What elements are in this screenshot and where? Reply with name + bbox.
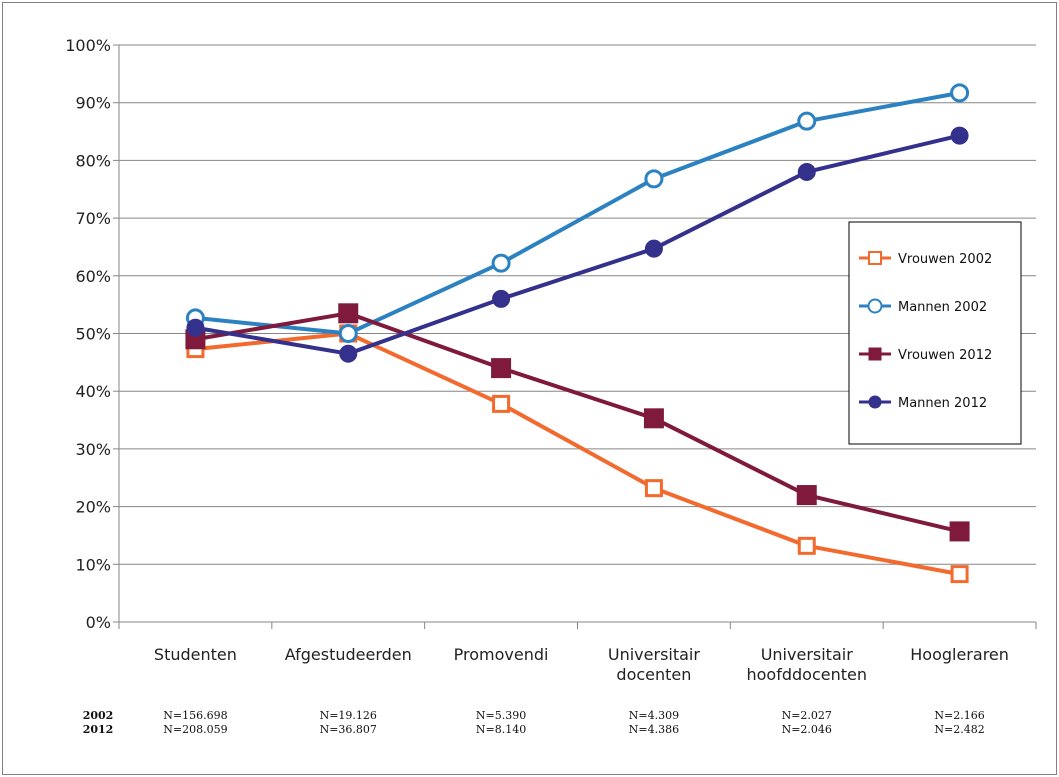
legend-marker	[867, 298, 883, 314]
legend-label: Mannen 2002	[898, 300, 987, 315]
marker-mannen-2002	[338, 324, 358, 343]
n-table-value: N=208.059	[163, 723, 227, 736]
legend-item: Vrouwen 2012	[859, 347, 992, 363]
marker-vrouwen-2002	[797, 536, 816, 555]
n-table: 2002 N=156.698 N=19.126 N=5.390 N=4.309 N=2.0…	[83, 709, 985, 736]
legend-label: Vrouwen 2002	[898, 252, 992, 267]
n-table-value: N=156.698	[163, 709, 227, 722]
marker-mannen-2012	[339, 344, 358, 363]
x-category-label: Universitair hoofddocenten	[747, 645, 868, 684]
y-tick-label: 80%	[75, 151, 111, 170]
marker-mannen-2002	[491, 253, 511, 273]
x-axis-categories: Studenten Afgestudeerden Promovendi Univers…	[154, 645, 1009, 684]
x-category-label: Studenten	[154, 645, 237, 664]
marker-vrouwen-2002	[492, 394, 511, 413]
marker-mannen-2012	[186, 318, 205, 337]
n-table-year: 2002	[83, 709, 114, 722]
marker-mannen-2012	[797, 162, 816, 181]
n-table-value: N=2.027	[782, 709, 832, 722]
series-mannen-2002	[185, 83, 970, 343]
series-line-vrouwen-2012	[195, 311, 961, 534]
series-line-mannen-2012	[195, 133, 961, 356]
y-tick-label: 10%	[75, 555, 111, 574]
y-axis-ticks: 0% 10% 20% 30% 40% 50% 60% 70% 80% 90% 100%	[65, 36, 119, 632]
marker-vrouwen-2012	[338, 303, 359, 324]
marker-mannen-2012	[950, 126, 969, 145]
y-tick-label: 20%	[75, 498, 111, 517]
y-tick-label: 90%	[75, 94, 111, 113]
y-tick-label: 70%	[75, 209, 111, 228]
legend-item: Vrouwen 2002	[859, 251, 992, 267]
axes	[118, 45, 1037, 629]
marker-vrouwen-2012	[491, 358, 512, 379]
n-table-value: N=8.140	[476, 723, 526, 736]
legend-marker	[868, 395, 882, 409]
y-tick-label: 60%	[75, 267, 111, 286]
y-tick-label: 100%	[65, 36, 111, 55]
n-table-value: N=4.309	[629, 709, 679, 722]
marker-vrouwen-2002	[950, 565, 969, 584]
marker-vrouwen-2002	[644, 479, 663, 498]
marker-mannen-2012	[644, 239, 663, 258]
marker-mannen-2002	[644, 169, 664, 189]
series-line-mannen-2002	[195, 90, 960, 336]
y-tick-label: 50%	[75, 325, 111, 344]
n-table-value: N=5.390	[476, 709, 526, 722]
legend-item: Mannen 2002	[859, 298, 987, 315]
legend-marker	[868, 251, 882, 265]
legend: Vrouwen 2002 Mannen 2002 Vrouwen 2012 Manne…	[848, 221, 1022, 445]
legend-label: Vrouwen 2012	[898, 348, 992, 363]
x-category-label: Promovendi	[454, 645, 549, 664]
n-table-value: N=2.046	[782, 723, 832, 736]
x-category-label: Hoogleraren	[910, 645, 1009, 664]
n-table-value: N=36.807	[320, 723, 377, 736]
x-category-label: Afgestudeerden	[285, 645, 412, 664]
marker-mannen-2002	[950, 83, 970, 103]
series-line-vrouwen-2002	[195, 331, 960, 577]
marker-vrouwen-2012	[643, 408, 664, 429]
n-table-value: N=2.166	[934, 709, 984, 722]
marker-vrouwen-2012	[796, 485, 817, 506]
legend-item: Mannen 2012	[859, 395, 987, 411]
y-tick-label: 40%	[75, 382, 111, 401]
marker-mannen-2012	[492, 289, 511, 308]
y-tick-label: 30%	[75, 440, 111, 459]
legend-label: Mannen 2012	[898, 396, 987, 411]
series-group	[185, 83, 970, 584]
legend-marker	[868, 347, 882, 361]
n-table-value: N=19.126	[320, 709, 377, 722]
n-table-year: 2012	[83, 723, 114, 736]
n-table-value: N=4.386	[629, 723, 679, 736]
marker-mannen-2002	[797, 111, 817, 131]
marker-vrouwen-2012	[949, 521, 970, 542]
x-category-label: Universitair docenten	[608, 645, 700, 684]
n-table-value: N=2.482	[934, 723, 984, 736]
series-mannen-2012	[186, 126, 969, 363]
y-tick-label: 0%	[86, 613, 111, 632]
